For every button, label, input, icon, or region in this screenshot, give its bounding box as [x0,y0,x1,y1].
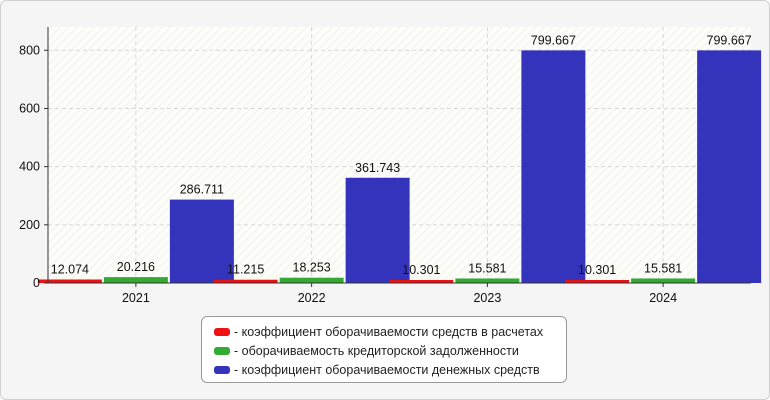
x-tick-label: 2024 [649,291,677,305]
bar [345,177,410,283]
y-tick-label: 400 [19,160,40,174]
data-label: 18.253 [293,261,331,275]
legend-label: - оборачиваемость кредиторской задолженн… [234,343,519,358]
data-label: 799.667 [707,33,752,47]
legend-swatch-blue [214,365,230,374]
y-tick-label: 600 [19,101,40,115]
x-tick-label: 2022 [298,291,326,305]
bar [565,280,630,283]
data-label: 11.215 [227,263,264,277]
data-label: 10.301 [402,263,440,277]
bar [697,50,762,283]
data-label: 286.711 [180,183,224,197]
data-label: 15.581 [644,261,682,275]
legend-item-receivables-turnover: - коэффициент оборачиваемости средств в … [214,322,566,341]
legend-item-cash-turnover: - коэффициент оборачиваемости денежных с… [214,360,566,379]
bar [521,50,586,283]
data-label: 20.216 [117,260,155,274]
bar [631,278,696,283]
x-tick-label: 2023 [473,291,501,305]
bar [279,277,344,283]
y-tick-label: 800 [19,43,40,57]
data-label: 10.301 [578,263,616,277]
bar [103,277,168,283]
y-tick-label: 200 [19,218,40,232]
bar [213,279,278,283]
bar [37,279,102,283]
data-label: 12.074 [51,262,89,276]
data-label: 799.667 [531,33,576,47]
y-tick-label: 0 [33,276,40,290]
chart-legend: - коэффициент оборачиваемости средств в … [201,316,567,383]
data-label: 15.581 [468,261,506,275]
legend-label: - коэффициент оборачиваемости средств в … [234,324,544,339]
bar [389,280,454,283]
legend-swatch-red [214,327,230,336]
legend-label: - коэффициент оборачиваемости денежных с… [234,362,540,377]
legend-item-payables-turnover: - оборачиваемость кредиторской задолженн… [214,341,566,360]
data-label: 361.743 [355,161,400,175]
bar [455,278,520,283]
x-tick-label: 2021 [122,291,150,305]
bar [169,199,234,283]
legend-swatch-green [214,346,230,355]
